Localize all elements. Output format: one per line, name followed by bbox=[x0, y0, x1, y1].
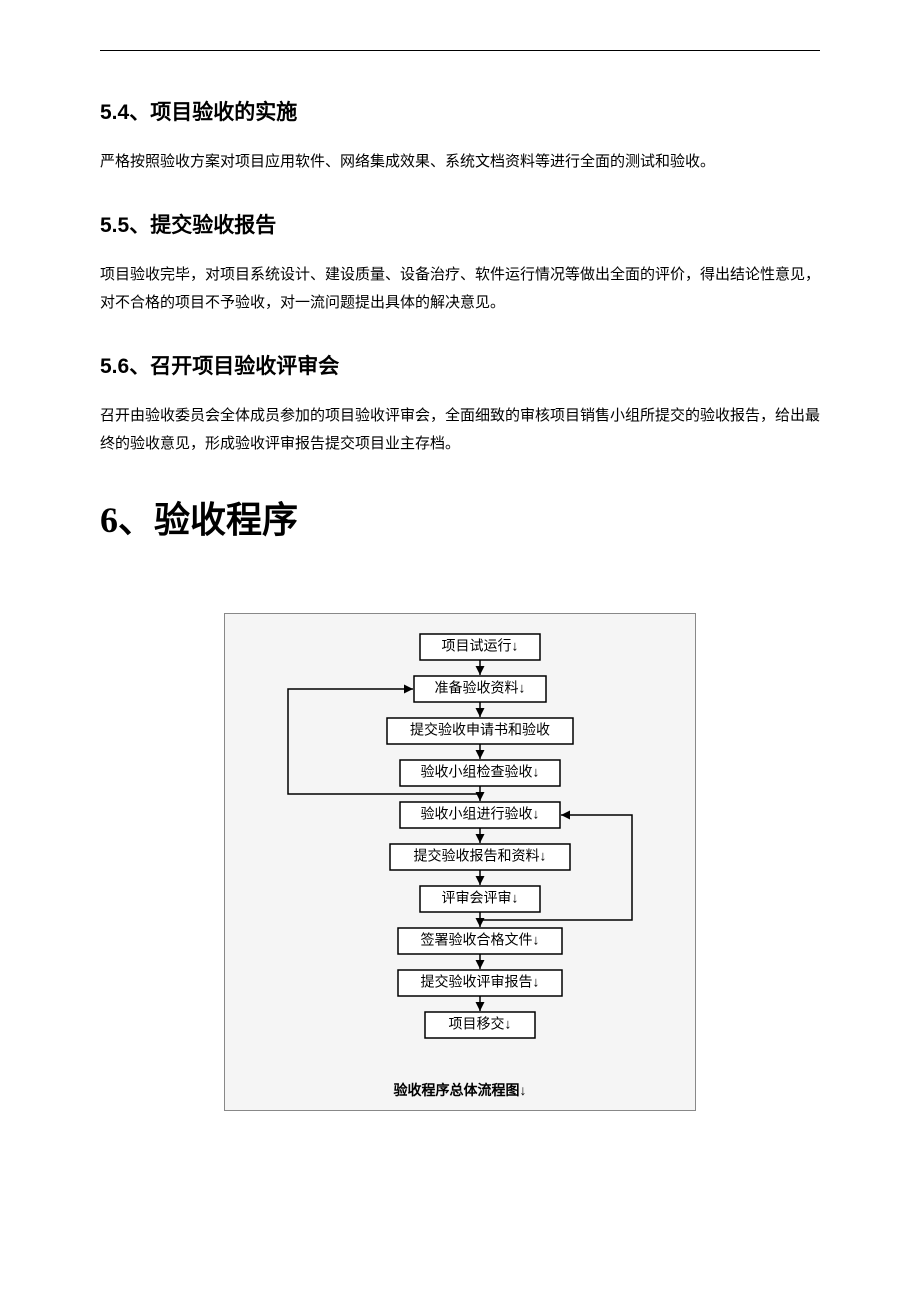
svg-text:项目移交↓: 项目移交↓ bbox=[449, 1015, 512, 1032]
flowchart-container: 项目试运行↓ 准备验收资料↓ 提交验收申请书和验收验收小组检查验收↓ 验收小组进行验收… bbox=[224, 613, 696, 1111]
svg-text:提交验收报告和资料↓: 提交验收报告和资料↓ bbox=[414, 847, 547, 864]
body-5-5: 项目验收完毕，对项目系统设计、建设质量、设备治疗、软件运行情况等做出全面的评价，… bbox=[100, 261, 820, 318]
svg-text:提交验收申请书和验收: 提交验收申请书和验收 bbox=[410, 721, 550, 738]
top-horizontal-rule bbox=[100, 50, 820, 51]
flowchart-diagram: 项目试运行↓ 准备验收资料↓ 提交验收申请书和验收验收小组检查验收↓ 验收小组进行验收… bbox=[240, 628, 680, 1070]
flowchart-caption: 验收程序总体流程图↓ bbox=[225, 1080, 695, 1100]
svg-text:准备验收资料↓: 准备验收资料↓ bbox=[435, 679, 526, 696]
svg-text:验收小组进行验收↓: 验收小组进行验收↓ bbox=[421, 806, 540, 822]
svg-text:项目试运行↓: 项目试运行↓ bbox=[442, 638, 519, 654]
svg-text:评审会评审↓: 评审会评审↓ bbox=[442, 890, 519, 906]
svg-text:签署验收合格文件↓: 签署验收合格文件↓ bbox=[421, 931, 540, 948]
svg-text:验收小组检查验收↓: 验收小组检查验收↓ bbox=[421, 764, 540, 780]
body-5-6: 召开由验收委员会全体成员参加的项目验收评审会，全面细致的审核项目销售小组所提交的… bbox=[100, 402, 820, 459]
heading-6: 6、验收程序 bbox=[100, 491, 820, 543]
heading-5-5: 5.5、提交验收报告 bbox=[100, 209, 820, 239]
heading-5-4: 5.4、项目验收的实施 bbox=[100, 96, 820, 126]
svg-text:提交验收评审报告↓: 提交验收评审报告↓ bbox=[421, 973, 540, 990]
body-5-4: 严格按照验收方案对项目应用软件、网络集成效果、系统文档资料等进行全面的测试和验收… bbox=[100, 148, 820, 177]
heading-5-6: 5.6、召开项目验收评审会 bbox=[100, 350, 820, 380]
